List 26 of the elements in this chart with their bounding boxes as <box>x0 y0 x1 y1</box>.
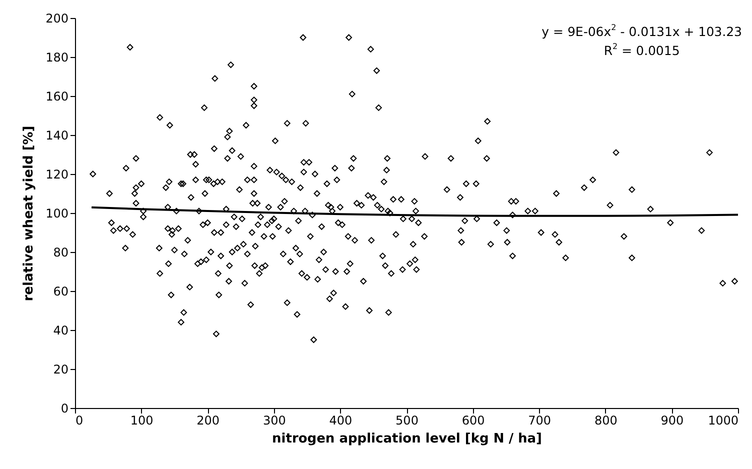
x-tick-label: 400 <box>329 414 352 428</box>
annotation: y = 9E-06x$^{2}$ - 0.0131x + 103.23 <box>542 22 742 41</box>
x-axis-title: nitrogen application level [kg N / ha] <box>272 432 542 446</box>
x-tick-label: 600 <box>462 414 485 428</box>
x-tick-label: 800 <box>594 414 618 428</box>
x-tick-label: 900 <box>660 414 684 428</box>
x-tick-label: 0 <box>76 414 84 428</box>
y-tick-label: 200 <box>46 12 68 26</box>
x-tick-label: 100 <box>130 414 154 428</box>
annotation: R$^{2}$ = 0.0015 <box>602 41 681 60</box>
y-tick-label: 120 <box>46 168 68 182</box>
y-tick-label: 40 <box>53 324 68 338</box>
x-tick-label: 1000 <box>708 414 738 428</box>
y-tick-label: 60 <box>53 284 68 298</box>
x-tick-label: 700 <box>528 414 552 428</box>
y-tick-label: 20 <box>53 362 68 376</box>
y-tick-label: 100 <box>46 206 68 220</box>
x-tick-label: 500 <box>396 414 418 428</box>
y-axis-title: relative wheat yield [%] <box>22 126 37 302</box>
y-tick-label: 140 <box>46 128 68 142</box>
y-tick-label: 80 <box>53 246 68 260</box>
y-tick-label: 180 <box>46 50 68 64</box>
y-tick-label: 0 <box>60 402 68 416</box>
x-tick-label: 200 <box>196 414 220 428</box>
x-tick-label: 300 <box>262 414 286 428</box>
y-tick-label: 160 <box>46 90 68 104</box>
